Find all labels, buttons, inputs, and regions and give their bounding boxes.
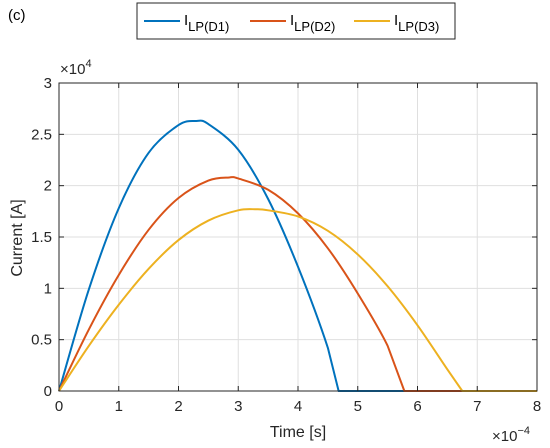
x-tick-label: 6 [413, 398, 421, 415]
series-line-lpd2 [58, 176, 537, 392]
x-axis-label: Time [s] [270, 424, 326, 441]
y-tick-label: 0.5 [31, 332, 52, 349]
y-tick-label: 0 [44, 383, 52, 400]
ticks [58, 82, 538, 392]
x-tick-label: 2 [174, 398, 182, 415]
y-axis-label: Current [A] [9, 199, 26, 276]
legend-label: ILP(D2) [290, 12, 335, 34]
x-tick-label: 3 [234, 398, 242, 415]
x-tick-label: 1 [115, 398, 123, 415]
plot-area: 0 1 2 3 4 5 6 7 8 0 0.5 1 1.5 2 2.5 3 [31, 75, 541, 415]
legend: ILP(D1) ILP(D2) ILP(D3) [136, 2, 456, 40]
x-tick-label: 7 [473, 398, 481, 415]
series-lines [58, 119, 537, 392]
legend-label: ILP(D1) [184, 12, 229, 34]
y-tick-label: 3 [44, 75, 52, 92]
tick-labels: 0 1 2 3 4 5 6 7 8 0 0.5 1 1.5 2 2.5 3 [31, 75, 541, 415]
y-tick-label: 1 [44, 280, 52, 297]
legend-box [136, 2, 456, 40]
series-line-lpd1 [58, 119, 537, 392]
panel-label: (c) [8, 7, 26, 24]
x-multiplier: ×10−4 [492, 425, 530, 445]
legend-label: ILP(D3) [394, 12, 439, 34]
y-tick-label: 2 [44, 178, 52, 195]
y-tick-label: 2.5 [31, 126, 52, 143]
y-multiplier: ×104 [60, 58, 92, 78]
x-tick-label: 4 [294, 398, 302, 415]
x-tick-label: 8 [533, 398, 541, 415]
series-line-lpd3 [58, 208, 537, 392]
x-tick-label: 5 [354, 398, 362, 415]
x-tick-label: 0 [55, 398, 63, 415]
y-tick-label: 1.5 [31, 229, 52, 246]
